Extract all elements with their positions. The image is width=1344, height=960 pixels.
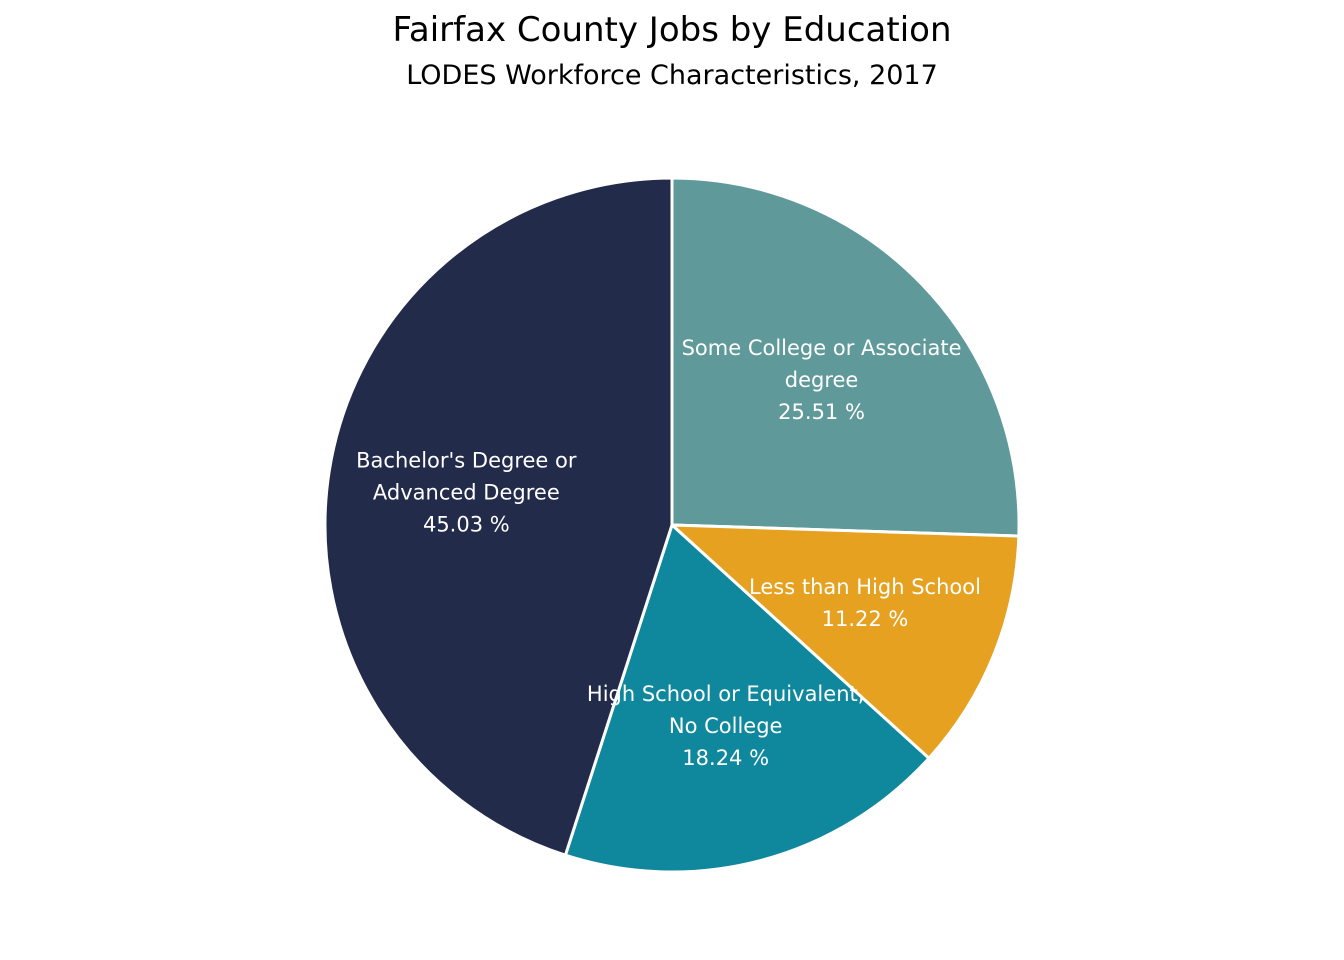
slice-value-label: 18.24 %: [682, 746, 769, 770]
pie-slice-high-school-or-equivalent-no-college: [563, 523, 931, 874]
chart-title: Fairfax County Jobs by Education: [392, 10, 951, 50]
slice-category-label: No College: [669, 714, 783, 738]
slice-category-label: Less than High School: [749, 575, 981, 599]
pie-slice-less-than-high-school: [670, 523, 1021, 760]
pie-slices: [323, 176, 1021, 874]
slice-category-label: Some College or Associate: [682, 336, 962, 360]
chart-subtitle: LODES Workforce Characteristics, 2017: [406, 60, 938, 91]
pie-labels: Some College or Associate degree 25.51 % Le…: [356, 336, 981, 770]
pie-slice-some-college-or-associate-degree: [670, 176, 1021, 538]
pie-slice-bachelor-s-degree-or-advanced-degree: [323, 176, 674, 857]
slice-category-label: Advanced Degree: [373, 481, 560, 505]
pie-slice-label-high-school-or-equivalent-no-college: High School or Equivalent, No College 18.2…: [587, 682, 865, 770]
slice-value-label: 45.03 %: [423, 513, 510, 537]
slice-value-label: 11.22 %: [822, 607, 909, 631]
pie-slice-label-bachelor-s-degree-or-advanced-degree: Bachelor's Degree or Advanced Degree 45.03…: [356, 449, 577, 537]
pie-slice-label-some-college-or-associate-degree: Some College or Associate degree 25.51 %: [682, 336, 962, 424]
pie-slice-label-less-than-high-school: Less than High School 11.22 %: [749, 575, 981, 631]
slice-category-label: High School or Equivalent,: [587, 682, 865, 706]
slice-value-label: 25.51 %: [778, 400, 865, 424]
slice-category-label: degree: [785, 368, 859, 392]
slice-category-label: Bachelor's Degree or: [356, 449, 577, 473]
